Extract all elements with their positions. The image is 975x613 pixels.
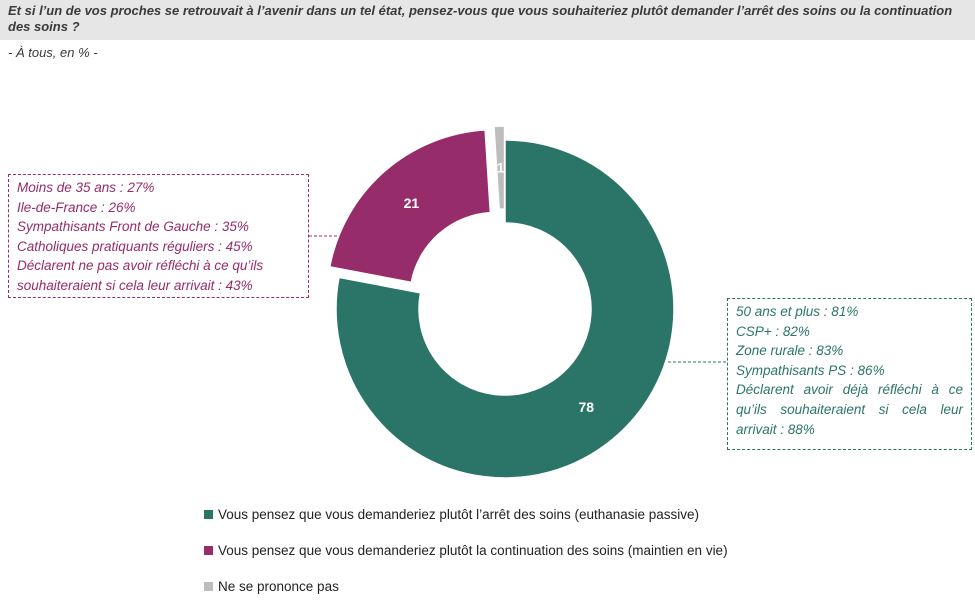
legend-item: Ne se prononce pas (204, 577, 728, 595)
slice-data-label: 21 (404, 195, 420, 211)
callout-line: 50 ans et plus : 81% (736, 304, 859, 319)
callout-continuation: Moins de 35 ans : 27% Ile-de-France : 26… (8, 174, 309, 298)
survey-base: - À tous, en % - (8, 45, 98, 60)
donut-chart: 78 21 1 (309, 125, 727, 479)
callout-line: souhaiteraient si cela leur arrivait : 4… (17, 277, 253, 293)
legend-label: Vous pensez que vous demanderiez plutôt … (218, 542, 728, 558)
legend-label: Ne se prononce pas (218, 578, 339, 594)
legend-swatch (204, 545, 213, 555)
callout-line: Sympathisants Front de Gauche : 35% (17, 219, 249, 235)
legend-item: Vous pensez que vous demanderiez plutôt … (204, 505, 728, 523)
chart-legend: Vous pensez que vous demanderiez plutôt … (204, 505, 728, 613)
donut-slice (328, 129, 492, 284)
donut-slice (493, 125, 506, 210)
callout-line: Catholiques pratiquants réguliers : 45% (17, 238, 253, 254)
donut-slice (335, 139, 675, 479)
callout-line: Zone rurale : 83% (736, 343, 844, 359)
legend-swatch (204, 509, 213, 519)
question-band (0, 0, 975, 40)
callout-line: Ile-de-France : 26% (17, 199, 136, 215)
legend-item: Vous pensez que vous demanderiez plutôt … (204, 541, 728, 559)
survey-question: Et si l’un de vos proches se retrouvait … (8, 3, 953, 34)
legend-label: Vous pensez que vous demanderiez plutôt … (218, 506, 700, 522)
callout-arret: 50 ans et plus : 81% CSP+ : 82% Zone rur… (727, 298, 972, 450)
callout-line: Sympathisants PS : 86% (736, 362, 885, 378)
callout-line: Déclarent avoir déjà réfléchi à ce qu’il… (736, 382, 963, 437)
callout-line: Déclarent ne pas avoir réfléchi à ce qu’… (17, 258, 264, 274)
callout-line: CSP+ : 82% (736, 323, 810, 339)
legend-swatch (204, 581, 213, 591)
slice-data-label: 1 (497, 160, 505, 176)
callout-line: Moins de 35 ans : 27% (17, 180, 155, 195)
slice-data-label: 78 (578, 399, 594, 415)
